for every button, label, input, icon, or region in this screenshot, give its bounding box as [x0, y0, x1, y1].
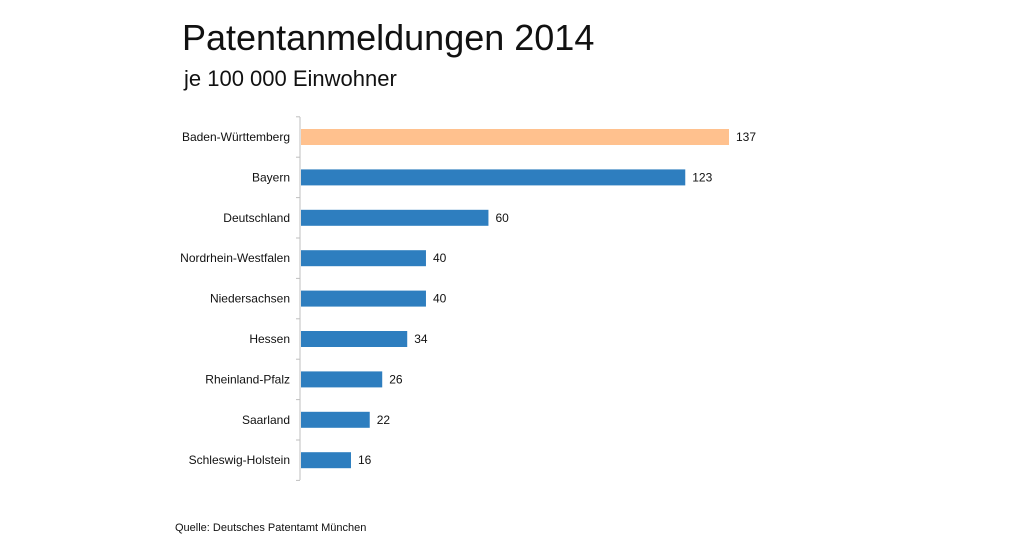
bar — [301, 371, 383, 388]
data-label: 60 — [495, 211, 509, 225]
bar — [301, 452, 351, 469]
bar — [301, 250, 426, 267]
data-label: 34 — [414, 332, 428, 346]
data-label: 123 — [692, 170, 712, 184]
data-label: 40 — [433, 292, 447, 306]
data-label: 22 — [377, 413, 391, 427]
bar — [301, 331, 408, 347]
category-label: Bayern — [252, 170, 290, 184]
category-label: Deutschland — [223, 211, 290, 225]
category-label: Baden-Württemberg — [182, 130, 290, 144]
category-label: Nordrhein-Westfalen — [180, 251, 290, 265]
data-label: 137 — [736, 130, 756, 144]
bar — [301, 411, 370, 428]
data-label: 26 — [389, 372, 403, 386]
chart-subtitle: je 100 000 Einwohner — [184, 66, 397, 91]
bar — [301, 169, 686, 186]
category-label: Schleswig-Holstein — [189, 453, 290, 467]
category-label: Hessen — [249, 332, 290, 346]
data-label: 16 — [358, 453, 372, 467]
data-label: 40 — [433, 251, 447, 265]
source-note: Quelle: Deutsches Patentamt München — [175, 522, 367, 534]
bar — [301, 209, 489, 226]
category-label: Saarland — [242, 413, 290, 427]
category-label: Niedersachsen — [210, 292, 290, 306]
y-axis — [296, 116, 301, 481]
bar — [301, 129, 729, 145]
bars: Baden-Württemberg 137 Bayern 123 Deutschland… — [180, 129, 756, 469]
chart-title: Patentanmeldungen 2014 — [182, 17, 595, 58]
bar — [301, 290, 426, 307]
category-label: Rheinland-Pfalz — [205, 372, 290, 386]
